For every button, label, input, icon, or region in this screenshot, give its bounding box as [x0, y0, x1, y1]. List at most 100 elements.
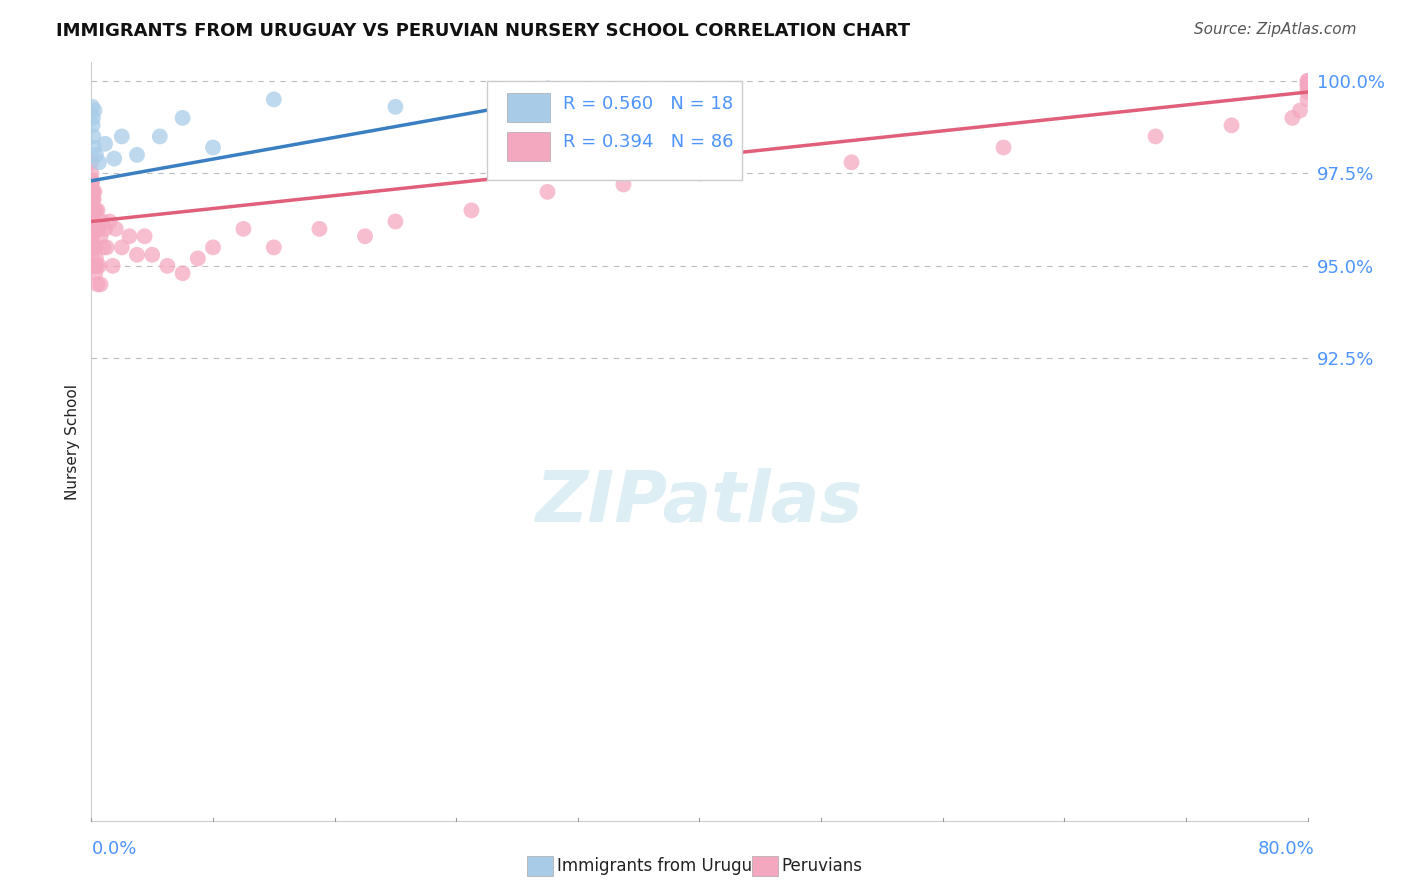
Text: Source: ZipAtlas.com: Source: ZipAtlas.com	[1194, 22, 1357, 37]
Point	[94, 222, 117, 236]
Point	[82, 185, 104, 199]
Point	[1289, 103, 1312, 118]
Point	[187, 252, 209, 266]
Point	[80, 166, 103, 180]
Point	[612, 178, 634, 192]
Point	[80, 203, 103, 218]
Point	[87, 222, 110, 236]
Point	[83, 140, 105, 154]
Point	[93, 240, 115, 254]
Point	[83, 192, 105, 206]
Point	[134, 229, 156, 244]
Point	[82, 174, 104, 188]
Point	[172, 111, 194, 125]
Point	[80, 185, 103, 199]
Point	[82, 192, 104, 206]
Point	[98, 214, 121, 228]
Point	[83, 185, 105, 199]
Point	[82, 203, 104, 218]
Point	[263, 92, 285, 106]
Point	[172, 266, 194, 280]
Point	[354, 229, 377, 244]
Point	[82, 211, 104, 225]
Point	[80, 192, 103, 206]
Point	[82, 111, 104, 125]
Point	[84, 203, 107, 218]
Point	[80, 174, 103, 188]
Point	[80, 240, 103, 254]
Point	[80, 178, 103, 192]
Text: 0.0%: 0.0%	[91, 840, 136, 858]
Point	[86, 203, 108, 218]
Point	[1296, 81, 1319, 95]
Text: 80.0%: 80.0%	[1258, 840, 1315, 858]
Text: R = 0.560   N = 18: R = 0.560 N = 18	[564, 95, 734, 113]
Point	[80, 222, 103, 236]
Text: Peruvians: Peruvians	[782, 857, 863, 875]
Point	[1220, 118, 1243, 132]
Point	[101, 259, 124, 273]
Point	[82, 240, 104, 254]
Point	[104, 222, 127, 236]
Point	[80, 192, 103, 206]
Point	[118, 229, 141, 244]
Point	[84, 252, 107, 266]
Point	[83, 259, 105, 273]
Text: ZIPatlas: ZIPatlas	[536, 467, 863, 537]
Point	[460, 203, 482, 218]
Point	[80, 222, 103, 236]
Point	[202, 140, 225, 154]
Point	[80, 203, 103, 218]
Point	[202, 240, 225, 254]
Point	[82, 259, 104, 273]
Point	[80, 155, 103, 169]
Point	[84, 266, 107, 280]
Point	[111, 240, 134, 254]
Point	[125, 248, 148, 262]
Point	[87, 155, 110, 169]
Point	[80, 185, 103, 199]
Point	[156, 259, 179, 273]
Point	[536, 81, 558, 95]
Point	[80, 229, 103, 244]
Point	[83, 103, 105, 118]
Text: Immigrants from Uruguay: Immigrants from Uruguay	[557, 857, 772, 875]
Point	[232, 222, 254, 236]
Point	[89, 229, 111, 244]
Point	[1144, 129, 1167, 144]
Point	[83, 240, 105, 254]
Point	[82, 129, 104, 144]
Point	[263, 240, 285, 254]
Point	[1296, 74, 1319, 88]
Point	[536, 185, 558, 199]
Point	[308, 222, 330, 236]
Point	[141, 248, 163, 262]
Point	[80, 211, 103, 225]
Point	[688, 166, 710, 180]
Point	[125, 148, 148, 162]
Point	[94, 136, 117, 151]
FancyBboxPatch shape	[486, 81, 742, 180]
Point	[80, 229, 103, 244]
FancyBboxPatch shape	[508, 132, 550, 161]
Y-axis label: Nursery School: Nursery School	[65, 384, 80, 500]
Point	[384, 214, 406, 228]
Point	[82, 100, 104, 114]
FancyBboxPatch shape	[508, 93, 550, 121]
Point	[91, 214, 114, 228]
Point	[84, 203, 107, 218]
Point	[1296, 78, 1319, 92]
Point	[83, 240, 105, 254]
Text: R = 0.394   N = 86: R = 0.394 N = 86	[564, 133, 734, 151]
Text: IMMIGRANTS FROM URUGUAY VS PERUVIAN NURSERY SCHOOL CORRELATION CHART: IMMIGRANTS FROM URUGUAY VS PERUVIAN NURS…	[56, 22, 910, 40]
Point	[111, 129, 134, 144]
Point	[82, 203, 104, 218]
Point	[1296, 78, 1319, 92]
Point	[82, 222, 104, 236]
Point	[86, 259, 108, 273]
Point	[841, 155, 863, 169]
Point	[1296, 85, 1319, 99]
Point	[82, 240, 104, 254]
Point	[96, 240, 118, 254]
Point	[80, 211, 103, 225]
